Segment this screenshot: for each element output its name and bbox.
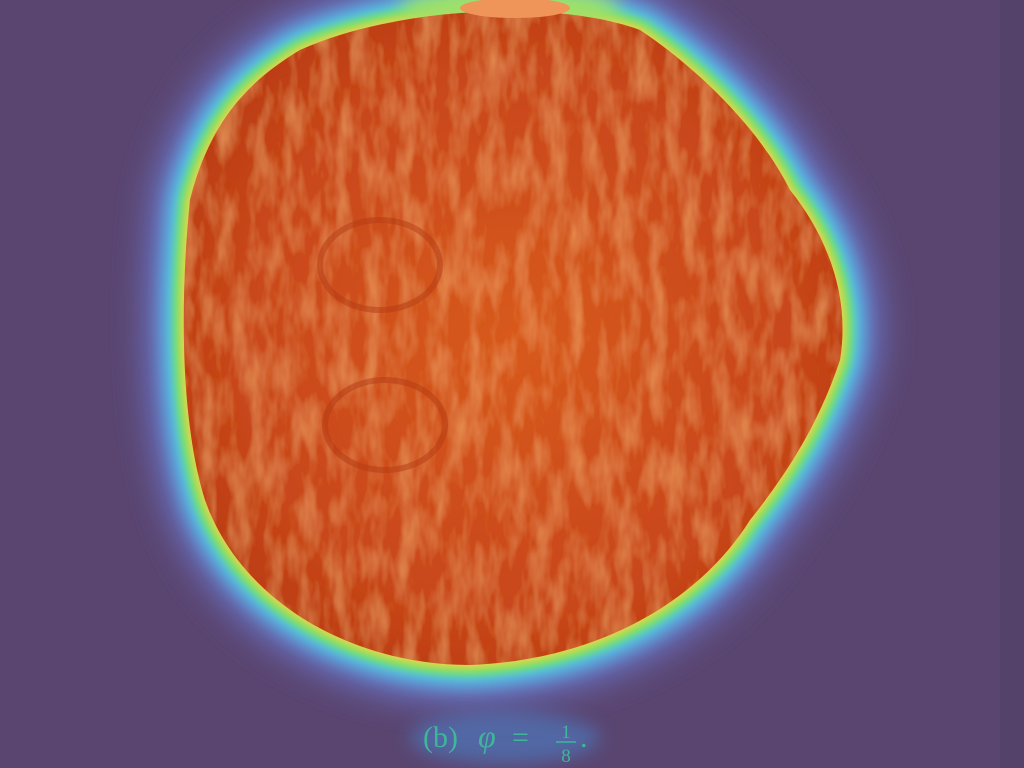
caption-end: . [580, 721, 588, 754]
vortex [322, 377, 448, 473]
top-patch [460, 0, 570, 18]
caption-relation: = [512, 721, 529, 754]
caption: (b) φ = 1 8 . [423, 718, 588, 767]
particle-cluster [183, 0, 843, 666]
caption-glow [410, 712, 600, 764]
caption-numerator: 1 [561, 722, 571, 743]
edge-band [1000, 0, 1024, 768]
caption-denominator: 8 [561, 746, 571, 767]
vortex [317, 217, 443, 313]
caption-label: (b) [423, 721, 458, 754]
caption-symbol: φ [478, 718, 496, 754]
